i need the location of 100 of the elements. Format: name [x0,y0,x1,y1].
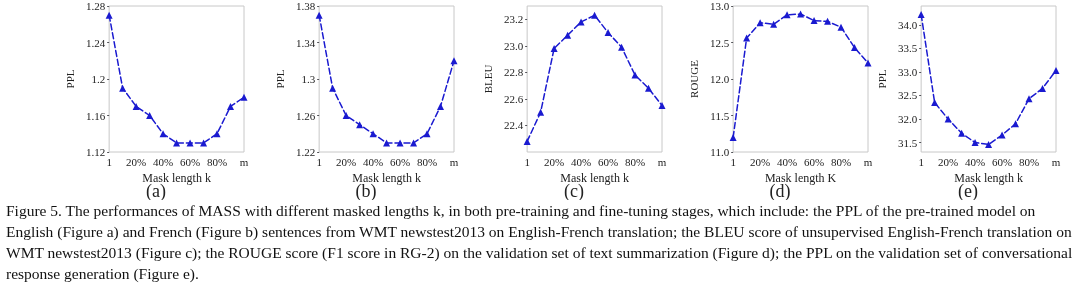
x-tick-label: m [863,155,873,168]
point [837,23,845,31]
point [797,10,805,18]
point [824,17,832,25]
y-tick-label: 23.0 [503,39,524,52]
y-tick-label: 12.0 [709,73,730,85]
point [132,102,140,110]
x-tick-label: 40% [153,155,174,168]
y-tick-label: 12.5 [709,36,730,49]
point [356,121,364,129]
y-tick-label: 1.34 [295,36,316,49]
point [770,20,778,28]
point [851,44,859,52]
point [227,102,235,110]
point [329,84,337,92]
point [971,139,979,147]
point [369,130,377,138]
point [240,93,248,101]
point [410,139,418,147]
x-tick-label: 60% [179,155,201,168]
point [783,11,791,19]
y-tick-label: 33.5 [897,42,918,55]
y-tick-label: 1.3 [301,73,316,85]
x-tick-label: 60% [803,155,825,168]
x-tick-label: 80% [1018,155,1040,168]
y-tick-label: 31.5 [897,136,918,149]
y-tick-label: 1.26 [295,109,316,122]
x-tick-label: 80% [416,155,438,168]
y-tick-label: 22.4 [503,119,524,132]
y-axis-title: BLEU [481,64,494,94]
point [917,10,925,18]
point [958,129,966,137]
x-tick-label: m [1051,155,1061,168]
point [810,17,818,25]
point [200,139,208,147]
point [1039,84,1047,92]
x-tick-label: 80% [830,155,852,168]
point [523,137,531,145]
point [1012,120,1020,128]
x-tick-label: 40% [363,155,384,168]
x-tick-label: 20% [938,155,959,168]
y-tick-label: 32.5 [897,89,918,102]
x-tick-label: m [239,155,249,168]
y-tick-label: 1.38 [295,0,316,12]
x-tick-label: 20% [544,155,565,168]
point [315,11,323,19]
point [591,11,599,19]
y-tick-label: 33.0 [897,65,918,78]
y-axis-title: PPL [273,69,286,89]
point [604,29,612,37]
y-tick-label: 23.2 [503,13,524,26]
point [1025,95,1033,103]
point [564,31,572,39]
point [729,133,737,141]
x-tick-label: 80% [206,155,228,168]
x-tick-label: m [449,155,459,168]
point [645,84,653,92]
y-tick-label: 1.2 [91,73,106,85]
y-tick-label: 1.12 [85,146,106,158]
x-tick-label: 1 [918,155,924,168]
x-tick-label: 20% [336,155,357,168]
point [146,112,154,119]
point [631,71,639,79]
x-tick-label: 80% [624,155,646,168]
y-tick-label: 1.24 [85,36,106,49]
point [931,99,939,107]
x-tick-label: 1 [106,155,112,168]
x-tick-label: 1 [730,155,736,168]
y-tick-label: 1.28 [85,0,106,12]
point [423,130,431,138]
x-tick-label: 60% [389,155,411,168]
point [186,139,194,147]
x-tick-label: 40% [571,155,592,168]
x-tick-label: 60% [597,155,619,168]
y-axis-title: ROUGE [687,59,700,98]
x-tick-label: 60% [991,155,1013,168]
y-tick-label: 11.0 [710,146,730,158]
point [159,130,167,138]
point [213,130,221,138]
point [658,102,666,110]
x-tick-label: 1 [316,155,322,168]
point [119,84,127,92]
y-tick-label: 11.5 [710,109,730,122]
y-axis-title: PPL [63,69,76,89]
y-tick-label: 1.16 [85,109,106,122]
point [342,112,350,119]
point [437,102,445,110]
point [550,44,558,52]
point [864,59,872,67]
y-tick-label: 22.6 [503,92,524,105]
point [105,11,113,19]
x-tick-label: 1 [524,155,530,168]
y-tick-label: 22.8 [503,66,524,79]
point [743,34,751,42]
point [396,139,404,147]
point [985,140,993,148]
point [1052,67,1060,75]
y-tick-label: 32.0 [897,113,918,126]
point [537,108,545,116]
x-tick-label: 40% [965,155,986,168]
